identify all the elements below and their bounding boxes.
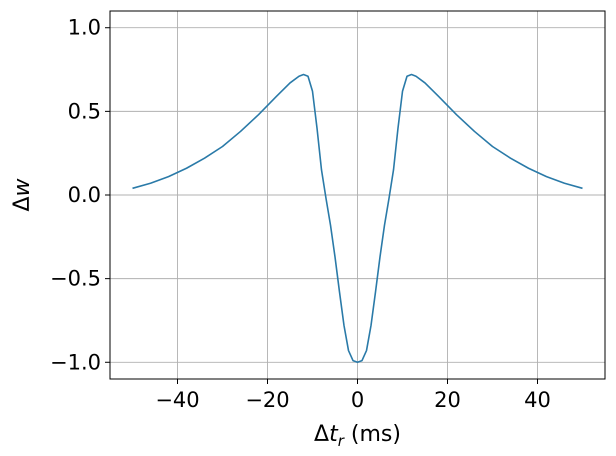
x-tick-label: −20 bbox=[245, 388, 289, 412]
x-axis-label: Δtr (ms) bbox=[314, 422, 401, 450]
x-tick-label: 20 bbox=[434, 388, 461, 412]
y-axis-label: Δw bbox=[10, 177, 35, 211]
x-axis-label-delta: Δ bbox=[314, 422, 329, 447]
y-tick-label: 0.0 bbox=[68, 183, 101, 207]
grid bbox=[110, 11, 605, 379]
y-tick-label: −1.0 bbox=[50, 350, 101, 374]
x-axis-ticks: −40 −20 0 20 40 bbox=[155, 379, 551, 412]
x-tick-label: 0 bbox=[351, 388, 364, 412]
x-axis-label-unit: (ms) bbox=[344, 422, 401, 447]
x-tick-label: −40 bbox=[155, 388, 199, 412]
y-tick-label: 1.0 bbox=[68, 16, 101, 40]
y-axis-label-delta: Δ bbox=[10, 196, 35, 211]
x-tick-label: 40 bbox=[524, 388, 551, 412]
y-axis-ticks: −1.0 −0.5 0.0 0.5 1.0 bbox=[50, 16, 110, 374]
y-axis-label-var: w bbox=[10, 177, 35, 196]
y-tick-label: −0.5 bbox=[50, 267, 101, 291]
x-axis-label-var: t bbox=[329, 422, 339, 447]
plot-series bbox=[132, 73, 583, 364]
y-tick-label: 0.5 bbox=[68, 99, 101, 123]
series-line-0 bbox=[132, 73, 583, 364]
x-axis-label-sub: r bbox=[338, 432, 345, 450]
